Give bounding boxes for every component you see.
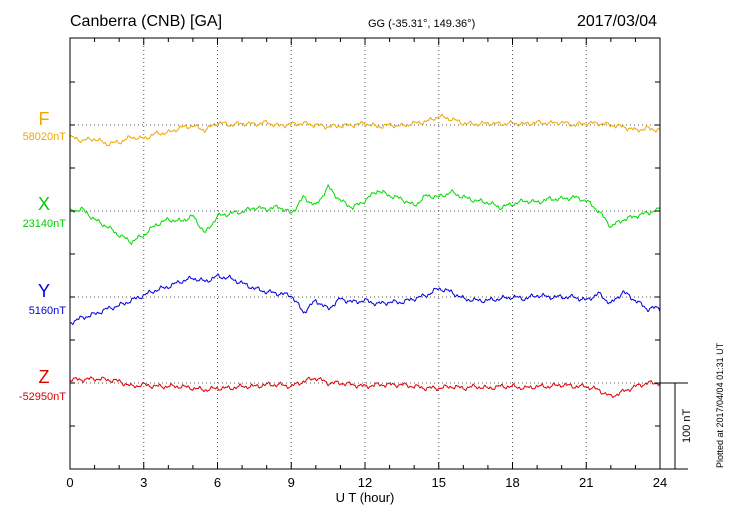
x-tick-label: 21 <box>579 475 593 490</box>
x-tick-label: 0 <box>66 475 73 490</box>
x-tick-labels: 0 3 6 9 12 15 18 21 24 <box>66 475 667 490</box>
scale-bar-label: 100 nT <box>681 408 693 443</box>
axis-ticks <box>69 38 661 470</box>
x-tick-label: 24 <box>653 475 667 490</box>
x-tick-label: 9 <box>288 475 295 490</box>
series-group <box>69 113 661 399</box>
x-tick-label: 15 <box>432 475 446 490</box>
series-baseline-x: 23140nT <box>22 218 66 230</box>
plotted-timestamp: Plotted at 2017/04/04 01:31 UT <box>715 342 725 468</box>
series-line-x <box>69 183 661 246</box>
series-line-y <box>70 273 661 326</box>
x-axis-label: U T (hour) <box>336 490 395 505</box>
series-line-f <box>69 113 661 147</box>
scale-bar <box>660 382 688 470</box>
series-label-x: X <box>37 194 50 214</box>
series-baseline-z: -52950nT <box>18 391 66 403</box>
grid-lines <box>70 38 660 469</box>
x-tick-label: 18 <box>505 475 519 490</box>
plot-date: 2017/03/04 <box>577 13 658 30</box>
station-title: Canberra (CNB) [GA] <box>70 13 223 30</box>
series-label-z: Z <box>38 367 50 387</box>
station-coordinates: GG (-35.31°, 149.36°) <box>368 18 476 30</box>
series-line-z <box>69 376 661 399</box>
x-tick-label: 6 <box>214 475 221 490</box>
series-baseline-f: 58020nT <box>22 131 66 143</box>
series-label-y: Y <box>37 281 50 301</box>
series-label-f: F <box>38 109 50 129</box>
x-tick-label: 3 <box>140 475 147 490</box>
x-tick-label: 12 <box>358 475 372 490</box>
series-baseline-y: 5160nT <box>28 305 66 317</box>
